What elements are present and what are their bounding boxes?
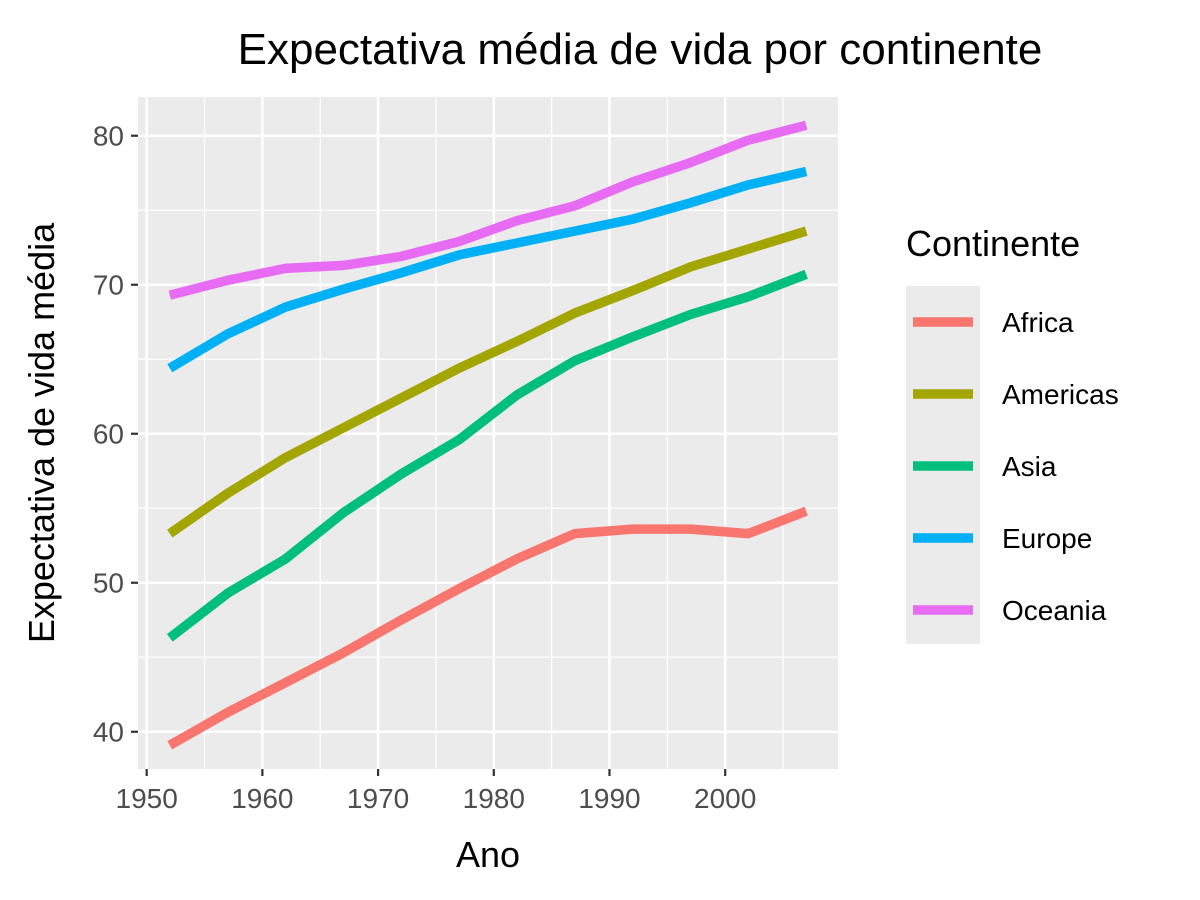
x-tick-label: 1960 (231, 783, 293, 814)
legend-label: Africa (1002, 307, 1074, 338)
series-lines (166, 120, 808, 750)
series-line-americas (167, 226, 808, 538)
legend-title: Continente (906, 223, 1080, 264)
series-line-europe (167, 166, 808, 373)
y-axis: 40 50 60 70 80 (93, 121, 138, 748)
legend-item-americas: Americas (913, 379, 1119, 410)
x-tick-label: 1970 (347, 783, 409, 814)
y-tick-label: 50 (93, 568, 124, 599)
legend-label: Asia (1002, 451, 1057, 482)
y-tick-label: 60 (93, 419, 124, 450)
x-tick-label: 1990 (578, 783, 640, 814)
y-axis-title: Expectativa de vida média (21, 222, 62, 643)
legend-label: Oceania (1002, 595, 1107, 626)
x-tick-label: 2000 (694, 783, 756, 814)
y-tick-label: 80 (93, 121, 124, 152)
legend-item-europe: Europe (913, 523, 1092, 554)
series-line-asia (166, 269, 808, 642)
legend-label: Europe (1002, 523, 1092, 554)
legend-items: Africa Americas Asia Europe Oceania (913, 307, 1119, 626)
legend: Continente Africa Americas Asia Europe Ocean… (906, 223, 1119, 644)
y-tick-label: 70 (93, 270, 124, 301)
series-line-oceania (168, 120, 808, 300)
series-line-africa (167, 506, 808, 750)
major-gridlines (138, 97, 838, 769)
legend-label: Americas (1002, 379, 1119, 410)
legend-item-oceania: Oceania (913, 595, 1107, 626)
x-axis: 1950 1960 1970 1980 1990 2000 (116, 769, 756, 814)
x-tick-label: 1950 (116, 783, 178, 814)
x-tick-label: 1980 (463, 783, 525, 814)
legend-item-asia: Asia (913, 451, 1057, 482)
legend-item-africa: Africa (913, 307, 1074, 338)
y-tick-label: 40 (93, 717, 124, 748)
chart-title: Expectativa média de vida por continente (238, 25, 1043, 74)
x-axis-title: Ano (456, 834, 520, 875)
